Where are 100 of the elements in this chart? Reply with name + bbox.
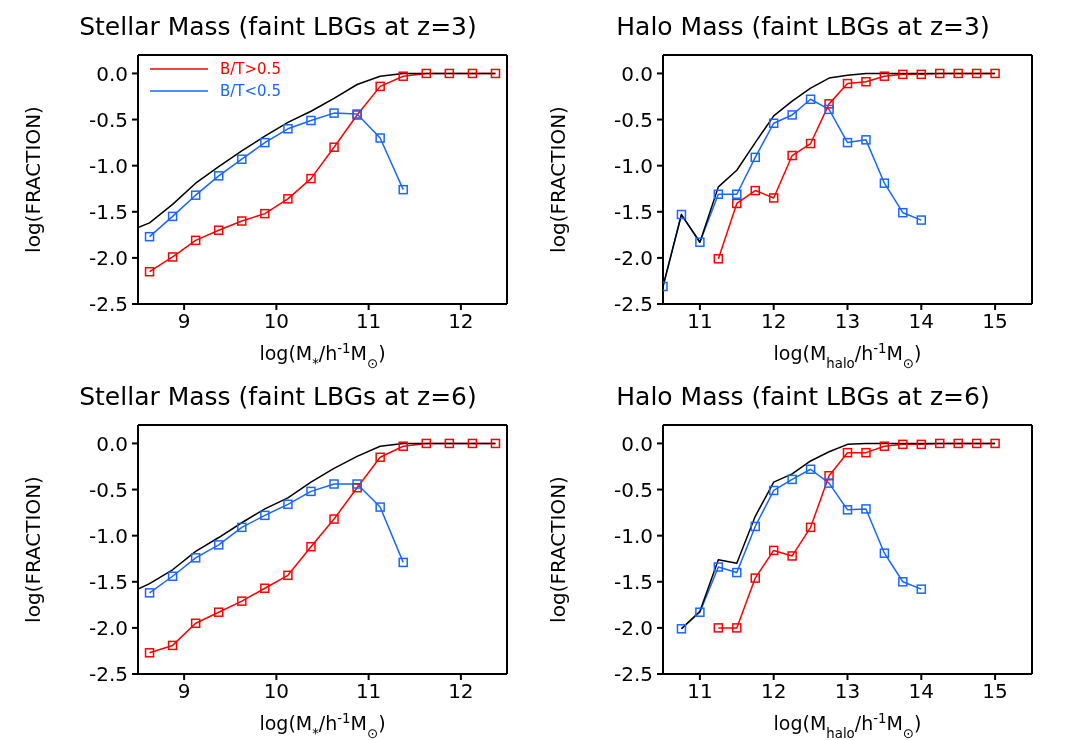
point [916,584,927,594]
point [713,562,724,572]
y-tick-label: 0.0 [96,431,128,456]
x-tick-label: 12 [760,679,787,704]
point [861,447,871,458]
point [990,68,1000,79]
point [861,504,871,514]
point [260,510,270,521]
point [260,208,270,219]
y-tick-label: -1.0 [613,153,653,178]
y-tick-label: 0.0 [96,61,128,86]
point [444,68,455,79]
point [237,216,247,226]
y-tick-label: -1.5 [88,199,128,224]
point [329,108,339,118]
y-tick-label: -0.5 [613,477,653,502]
y-tick-label: -1.5 [613,199,653,224]
x-axis-title: log(M$_{halo}$/h$^{-1}$M$_{⊙}$) [773,340,922,371]
point [768,118,779,128]
point [879,548,890,558]
y-tick-label: 0.0 [621,61,653,86]
point [444,438,455,449]
point [990,438,1000,449]
x-axis-title: log(M$_{halo}$/h$^{-1}$M$_{⊙}$) [773,710,922,740]
y-tick-label: -1.5 [88,569,128,594]
point [283,194,293,204]
y-tick-label: -2.5 [88,662,128,687]
point [732,198,742,209]
point [167,211,178,222]
point [329,479,339,489]
point [260,137,270,148]
x-tick-label: 10 [263,679,290,704]
point [768,545,779,556]
point [805,464,816,475]
point [732,623,742,633]
x-tick-label: 14 [908,309,935,334]
point [237,522,247,533]
point [935,68,945,79]
point [916,69,927,80]
point [213,540,224,550]
point [695,237,705,247]
point [490,68,501,79]
chart-title: Halo Mass (faint LBGs at z=3) [615,11,991,43]
x-tick-label: 15 [982,679,1008,704]
point [842,137,853,148]
point [237,154,247,164]
y-tick-label: -1.0 [88,523,128,548]
point [467,68,478,79]
point [879,441,890,451]
point [375,133,385,143]
point [283,570,293,581]
x-tick-label: 9 [177,309,191,334]
point [306,486,316,497]
y-tick-label: -1.0 [613,523,653,548]
point [144,266,155,277]
point [805,94,816,105]
point [898,207,908,218]
y-tick-label: -1.5 [613,569,653,594]
x-tick-label: 11 [355,309,382,334]
point [467,438,478,449]
point [953,438,963,449]
point [713,254,724,264]
point [824,478,834,488]
point [879,71,890,81]
point [375,502,385,512]
point [787,551,797,561]
x-tick-label: 15 [982,309,1008,334]
point [283,124,293,134]
point [190,553,201,563]
chart-title: Stellar Mass (faint LBGs at z=6) [78,381,478,413]
y-tick-label: -2.0 [613,615,653,640]
point [213,225,224,235]
point [329,142,339,152]
y-tick-label: -1.0 [88,153,128,178]
point [916,439,927,450]
x-tick-label: 12 [760,309,787,334]
x-tick-label: 13 [834,309,861,334]
point [190,190,201,200]
point [237,596,247,606]
point [306,541,316,552]
point [971,438,982,449]
point [935,438,945,449]
point [842,447,853,458]
point [398,184,408,195]
point [167,252,178,262]
point [676,624,687,634]
point [306,173,316,184]
point [144,648,155,658]
point [879,178,890,188]
point [824,104,834,115]
y-tick-label: -2.0 [88,245,128,270]
x-axis-title: log(M$_{*}$/h$^{-1}$M$_{⊙}$) [259,710,386,740]
point [787,110,797,120]
point [398,441,408,451]
point [676,209,687,220]
point [732,567,742,578]
point [750,573,760,583]
point [375,452,385,463]
point [421,68,432,79]
point [213,607,224,617]
